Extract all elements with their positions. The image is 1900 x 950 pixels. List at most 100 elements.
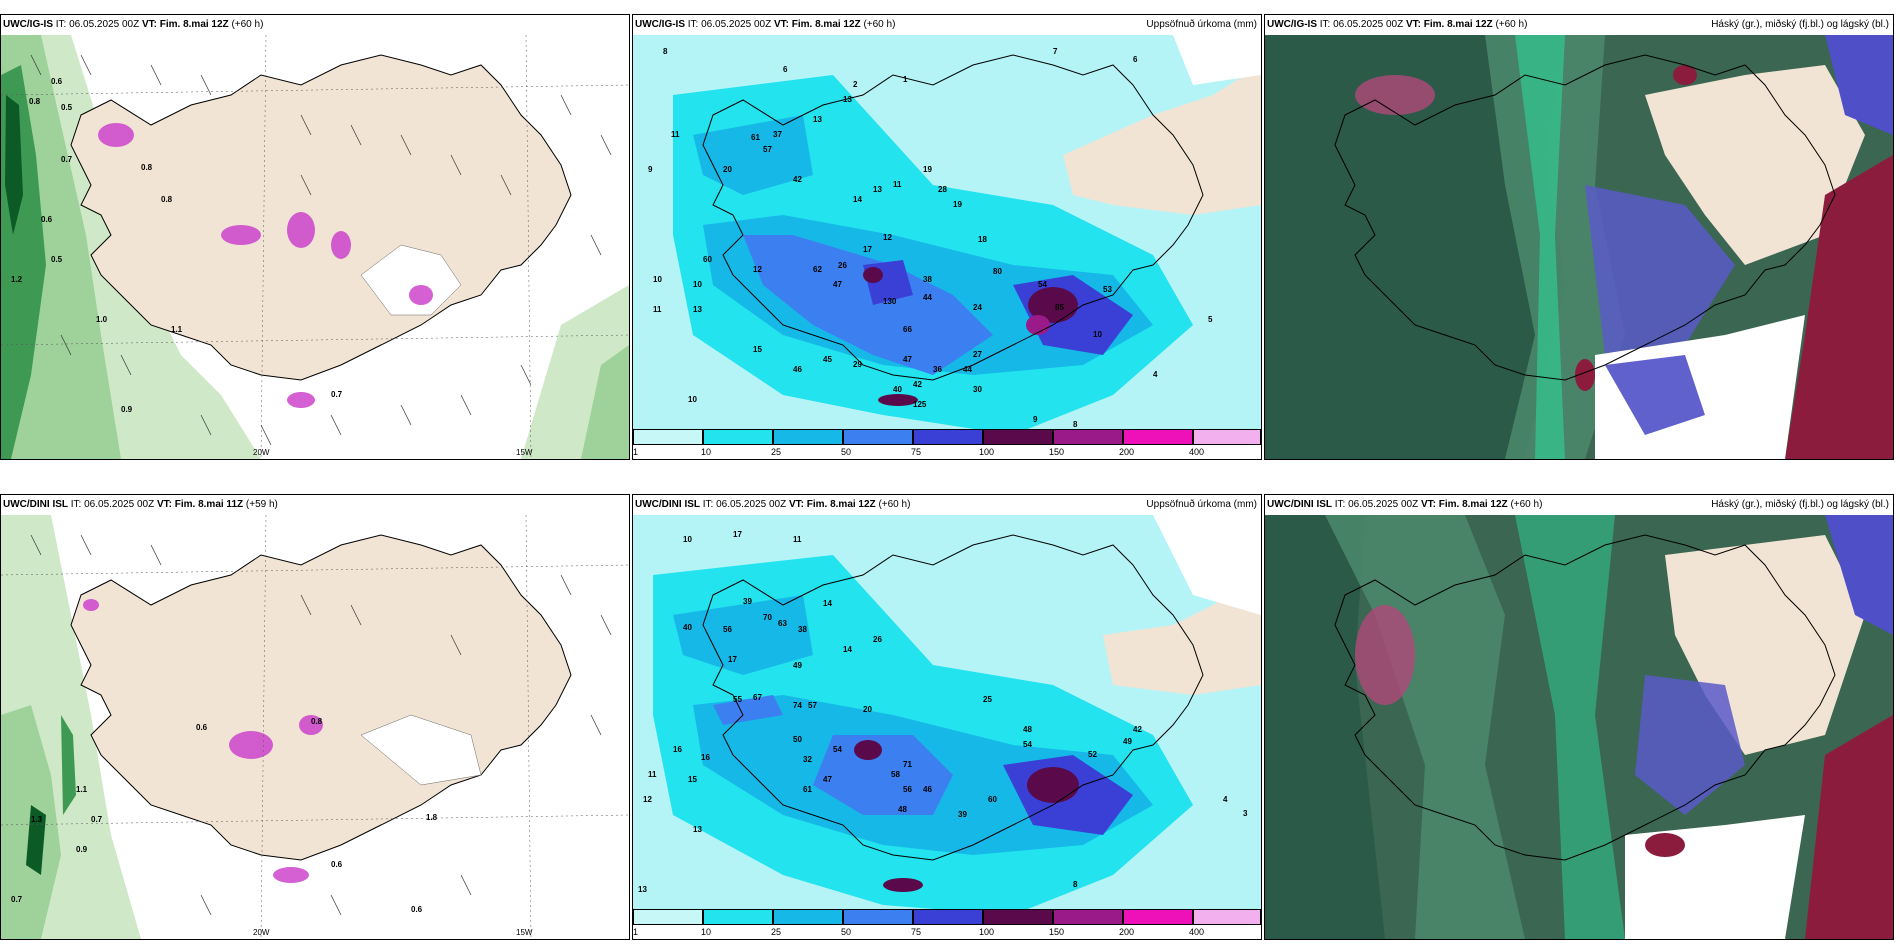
precip-value: 18 — [978, 235, 987, 244]
wind-map[interactable]: 20W 15W 0.7 1.3 1.1 0.9 0.6 0.7 0.6 0.8 … — [1, 515, 629, 939]
wind-map[interactable]: 20W 15W 0.6 0.8 0.5 0.7 0.8 0.6 1.0 0.5 … — [1, 35, 629, 459]
precip-value: 47 — [823, 775, 832, 784]
grid-label-15w: 15W — [516, 928, 533, 937]
wind-label: 0.8 — [29, 97, 41, 106]
colorbar-swatch — [1123, 429, 1193, 445]
precip-value: 11 — [793, 535, 802, 544]
precip-value: 55 — [733, 695, 742, 704]
precip-value: 7 — [1053, 47, 1058, 56]
precip-value: 17 — [728, 655, 737, 664]
wind-label: 1.0 — [96, 315, 108, 324]
wind-label: 0.6 — [411, 905, 423, 914]
precip-value: 80 — [993, 267, 1002, 276]
colorbar-label: 10 — [701, 447, 712, 457]
wind-label: 0.9 — [76, 845, 88, 854]
precip-value: 16 — [701, 753, 710, 762]
wind-label: 0.8 — [161, 195, 173, 204]
precip-value: 13 — [693, 825, 702, 834]
colorbar-label: 100 — [979, 447, 995, 457]
wind-label: 0.6 — [51, 77, 63, 86]
precip-value: 63 — [778, 619, 787, 628]
iceland-outline — [1334, 54, 1836, 381]
precip-value: 39 — [958, 810, 967, 819]
precip-value: 66 — [903, 325, 912, 334]
precip-value: 57 — [763, 145, 772, 154]
panel-ig-wind: UWC/IG-IS IT: 06.05.2025 00Z VT: Fim. 8.… — [0, 14, 630, 460]
precip-value: 11 — [671, 130, 680, 139]
precip-value: 37 — [773, 130, 782, 139]
colorbar-swatch — [1193, 909, 1261, 925]
colorbar-label: 100 — [979, 927, 995, 937]
precip-value: 17 — [733, 530, 742, 539]
precip-value: 13 — [638, 885, 647, 894]
precip-value: 27 — [973, 350, 982, 359]
precip-value: 11 — [648, 770, 657, 779]
colorbar-swatch — [843, 909, 913, 925]
precip-value: 40 — [893, 385, 902, 394]
precip-value: 53 — [1103, 285, 1112, 294]
precip-value: 13 — [813, 115, 822, 124]
precip-value: 50 — [793, 735, 802, 744]
precip-value: 3 — [1243, 809, 1248, 818]
colorbar-label: 150 — [1049, 447, 1065, 457]
iceland-outline — [702, 54, 1204, 381]
wind-label: 0.7 — [331, 390, 343, 399]
precip-value: 70 — [763, 613, 772, 622]
cloud-map[interactable] — [1265, 515, 1893, 939]
colorbar-swatch — [983, 909, 1053, 925]
precip-value: 44 — [923, 293, 932, 302]
precip-colorbar: 1 10 25 50 75 100 150 200 400 — [633, 429, 1261, 459]
cloud-map[interactable] — [1265, 35, 1893, 459]
precip-value: 56 — [903, 785, 912, 794]
precip-value: 32 — [803, 755, 812, 764]
precip-value: 130 — [883, 297, 897, 306]
precip-value: 47 — [833, 280, 842, 289]
precip-map[interactable]: 8 9 11 10 6 2 1 20 37 61 57 42 14 13 11 … — [633, 35, 1261, 459]
colorbar-swatch — [773, 429, 843, 445]
precip-value: 125 — [913, 400, 927, 409]
precip-value: 60 — [988, 795, 997, 804]
colorbar-label: 400 — [1189, 447, 1205, 457]
precip-value: 40 — [683, 623, 692, 632]
panel-dini-precip: UWC/DINI ISL IT: 06.05.2025 00Z VT: Fim.… — [632, 494, 1262, 940]
panel-ig-precip: UWC/IG-IS IT: 06.05.2025 00Z VT: Fim. 8.… — [632, 14, 1262, 460]
precip-value: 42 — [1133, 725, 1142, 734]
panel-header: UWC/IG-IS IT: 06.05.2025 00Z VT: Fim. 8.… — [3, 19, 264, 30]
grid-label-20w: 20W — [253, 928, 270, 937]
precip-value: 24 — [973, 303, 982, 312]
precip-value: 56 — [723, 625, 732, 634]
precip-value: 49 — [793, 661, 802, 670]
colorbar-label: 1 — [633, 447, 639, 457]
precip-value: 5 — [1208, 315, 1213, 324]
panel-header: UWC/IG-IS IT: 06.05.2025 00Z VT: Fim. 8.… — [635, 19, 1257, 30]
precip-value: 12 — [753, 265, 762, 274]
precip-value: 20 — [723, 165, 732, 174]
precip-value: 1 — [903, 75, 908, 84]
precip-value: 15 — [753, 345, 762, 354]
panel-header: UWC/IG-IS IT: 06.05.2025 00Z VT: Fim. 8.… — [1267, 19, 1889, 30]
precip-value: 6 — [1133, 55, 1138, 64]
wind-label: 0.5 — [61, 103, 73, 112]
precip-value: 14 — [843, 645, 852, 654]
precip-value: 8 — [663, 47, 668, 56]
precip-value: 71 — [903, 760, 912, 769]
iceland-outline — [1334, 534, 1836, 861]
precip-value: 13 — [873, 185, 882, 194]
colorbar-swatch — [913, 429, 983, 445]
precip-value: 6 — [783, 65, 788, 74]
colorbar-label: 150 — [1049, 927, 1065, 937]
colorbar-label: 25 — [771, 927, 782, 937]
precip-value: 14 — [853, 195, 862, 204]
precip-value: 47 — [903, 355, 912, 364]
colorbar-label: 75 — [911, 927, 922, 937]
colorbar-label: 75 — [911, 447, 922, 457]
precip-map[interactable]: 10 17 11 39 70 63 38 40 56 49 14 17 55 6… — [633, 515, 1261, 939]
precip-value: 49 — [1123, 737, 1132, 746]
precip-value: 30 — [973, 385, 982, 394]
colorbar-label: 50 — [841, 447, 852, 457]
precip-value: 54 — [1023, 740, 1032, 749]
precip-value: 48 — [1023, 725, 1032, 734]
colorbar-swatch — [983, 429, 1053, 445]
colorbar-swatch — [1053, 909, 1123, 925]
precip-value: 26 — [838, 261, 847, 270]
